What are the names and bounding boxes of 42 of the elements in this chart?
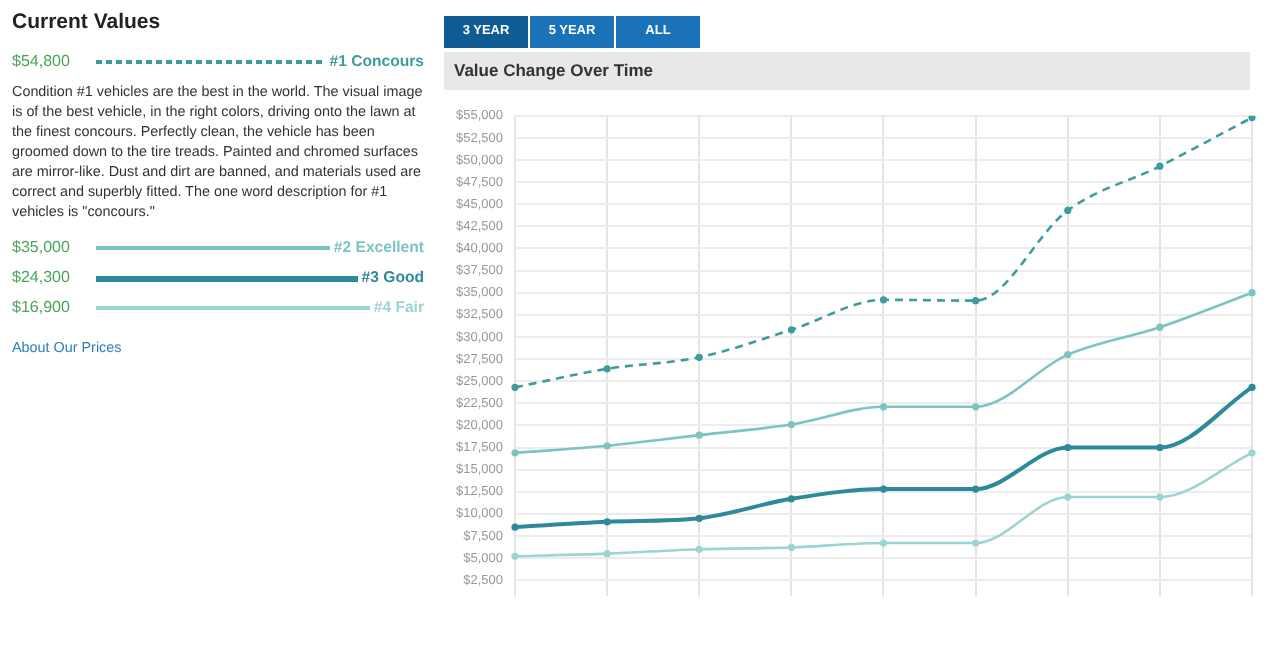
text: Current Values [12,10,163,34]
point [1156,443,1164,452]
point [879,485,888,493]
text: $35,000 [12,238,72,258]
point [1248,289,1256,297]
point [879,403,888,411]
point [603,518,611,526]
point [1064,206,1072,215]
point [1248,449,1256,457]
point [511,383,519,391]
point [1064,443,1072,452]
point [603,442,611,450]
point [1156,323,1164,331]
point [1248,383,1256,391]
point [511,552,519,560]
point [972,539,980,547]
point [972,403,980,411]
text: $16,900 [12,298,72,318]
point [787,495,795,503]
point [511,449,519,457]
point [695,545,703,553]
point [695,353,703,361]
text: $24,300 [12,268,72,288]
point [695,514,703,522]
point [511,523,519,531]
point [1064,351,1072,359]
point [1064,493,1072,501]
point [972,297,980,305]
point [1156,493,1164,501]
point [603,550,611,558]
point [1248,115,1256,122]
point [603,365,611,373]
point [972,485,980,493]
point [787,543,795,552]
point [879,539,888,547]
point [787,420,795,429]
point [1156,162,1164,170]
point [879,296,888,304]
point [695,431,703,439]
chart-title: Value Change Over Time [444,52,1250,90]
point [787,326,795,334]
text: $54,800 [12,52,72,72]
